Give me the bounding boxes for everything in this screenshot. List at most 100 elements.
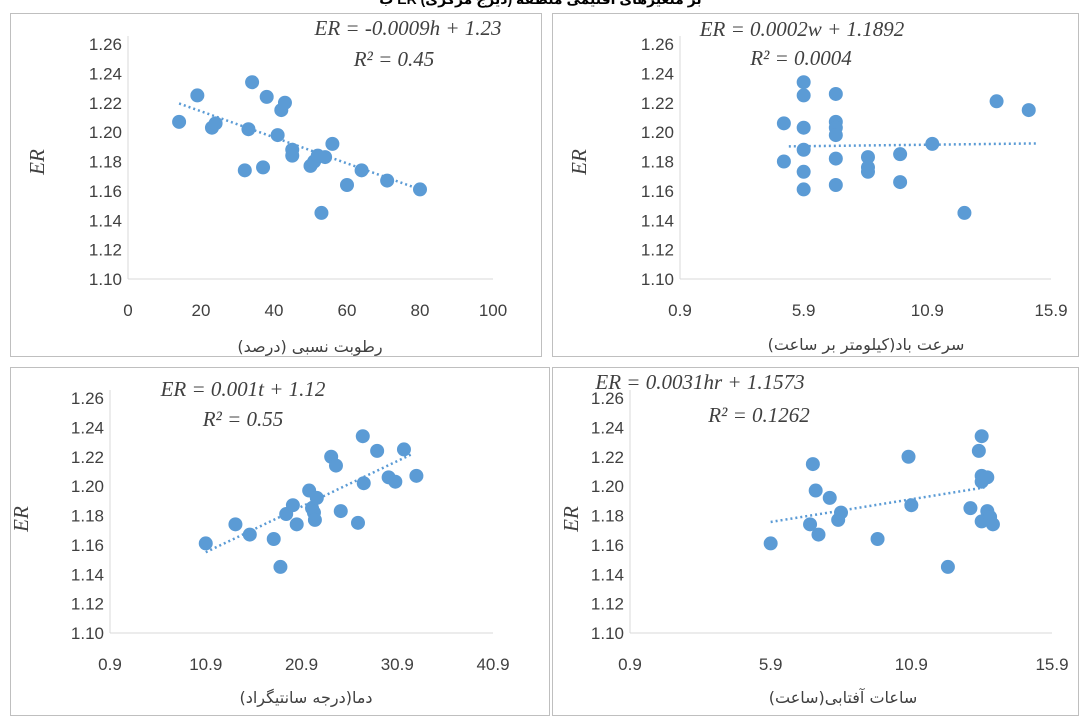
y-tick-label: 1.20 (89, 123, 122, 142)
data-point (860, 150, 875, 165)
data-point (925, 136, 940, 151)
data-point (796, 142, 811, 157)
y-axis-label: ER (559, 506, 583, 533)
data-point (904, 498, 919, 513)
panel-frame (552, 367, 1079, 716)
data-point (796, 75, 811, 90)
data-point (172, 114, 187, 129)
y-tick-label: 1.24 (71, 418, 104, 437)
data-point (860, 164, 875, 179)
r-squared-label: R² = 0.0004 (749, 46, 852, 70)
data-point (245, 75, 260, 90)
data-point (355, 429, 370, 444)
trendline (205, 452, 414, 554)
y-tick-label: 1.16 (71, 536, 104, 555)
data-point (228, 517, 243, 532)
data-point (828, 151, 843, 166)
data-point (409, 468, 424, 483)
y-tick-label: 1.22 (89, 94, 122, 113)
data-point (796, 88, 811, 103)
x-tick-label: 5.9 (792, 301, 816, 320)
panel-frame (552, 13, 1079, 357)
trend-equation: ER = 0.0002w + 1.1892 (699, 17, 905, 41)
data-point (796, 120, 811, 135)
data-point (803, 517, 818, 532)
data-point (808, 483, 823, 498)
y-axis-label: ER (567, 149, 591, 176)
data-point (285, 148, 300, 163)
data-point (796, 182, 811, 197)
y-tick-label: 1.18 (641, 153, 674, 172)
chart-panel-top-right: 1.10 1.12 1.14 1.16 1.18 1.20 1.22 1.24 1.26 0.9 5… (552, 13, 1079, 357)
data-point (985, 517, 1000, 532)
x-tick-label: 0 (123, 301, 132, 320)
data-point (822, 490, 837, 505)
data-point (1021, 103, 1036, 118)
y-tick-label: 1.16 (89, 182, 122, 201)
data-point (241, 122, 256, 137)
data-point (350, 515, 365, 530)
chart-panel-bottom-left: 1.10 1.12 1.14 1.16 1.18 1.20 1.22 1.24 1.26 0.9 1… (9, 367, 550, 716)
data-point (380, 173, 395, 188)
data-point (318, 150, 333, 165)
data-point (285, 498, 300, 513)
x-tick-label: 40.9 (476, 655, 509, 674)
x-axis-label: رطوبت نسبی (درصد) (237, 337, 382, 357)
y-tick-label: 1.20 (591, 477, 624, 496)
y-tick-label: 1.22 (641, 94, 674, 113)
y-tick-label: 1.22 (591, 448, 624, 467)
data-point (198, 536, 213, 551)
data-point (270, 128, 285, 143)
x-tick-label: 0.9 (618, 655, 642, 674)
chart-panel-bottom-right: 1.10 1.12 1.14 1.16 1.18 1.20 1.22 1.24 1.26 0.9 5… (552, 367, 1079, 716)
y-tick-label: 1.12 (89, 241, 122, 260)
x-tick-label: 20.9 (285, 655, 318, 674)
data-point (893, 147, 908, 162)
y-tick-label: 1.10 (71, 624, 104, 643)
data-point (870, 532, 885, 546)
data-point (834, 505, 848, 520)
y-tick-label: 1.12 (641, 241, 674, 260)
data-point (763, 536, 778, 551)
r-squared-label: R² = 0.45 (353, 47, 435, 71)
x-tick-label: 60 (338, 301, 357, 320)
data-point (190, 88, 205, 103)
trendline (770, 486, 985, 524)
r-squared-label: R² = 0.55 (202, 407, 284, 431)
trend-equation: ER = -0.0009h + 1.23 (314, 16, 502, 40)
y-axis-label: ER (25, 149, 49, 176)
data-point (242, 527, 257, 542)
data-point (328, 458, 343, 473)
y-tick-label: 1.12 (71, 595, 104, 614)
data-point (940, 559, 955, 574)
data-point (325, 136, 340, 151)
y-tick-label: 1.16 (591, 536, 624, 555)
data-point (957, 205, 972, 220)
y-tick-label: 1.10 (641, 270, 674, 289)
panel-frame (10, 13, 542, 357)
x-tick-label: 0.9 (98, 655, 122, 674)
data-point (354, 163, 369, 178)
data-point (277, 95, 292, 110)
data-point (309, 490, 324, 505)
data-point (811, 527, 826, 542)
y-tick-label: 1.12 (591, 595, 624, 614)
x-tick-label: 10.9 (895, 655, 928, 674)
data-point (989, 94, 1004, 109)
data-point (333, 504, 348, 519)
data-point (289, 517, 304, 532)
y-tick-label: 1.22 (71, 448, 104, 467)
y-tick-label: 1.10 (89, 270, 122, 289)
y-tick-label: 1.20 (71, 477, 104, 496)
y-tick-label: 1.16 (641, 182, 674, 201)
data-point (413, 182, 427, 197)
data-point (259, 89, 274, 104)
trend-equation: ER = 0.001t + 1.12 (160, 377, 326, 401)
x-tick-label: 10.9 (911, 301, 944, 320)
chart-panel-top-left: 1.10 1.12 1.14 1.16 1.18 1.20 1.22 1.24 1.26 0 20 4… (10, 13, 542, 357)
data-point (980, 470, 995, 485)
data-point (256, 160, 271, 175)
x-tick-label: 5.9 (759, 655, 783, 674)
data-point (208, 116, 223, 131)
y-tick-label: 1.18 (71, 507, 104, 526)
